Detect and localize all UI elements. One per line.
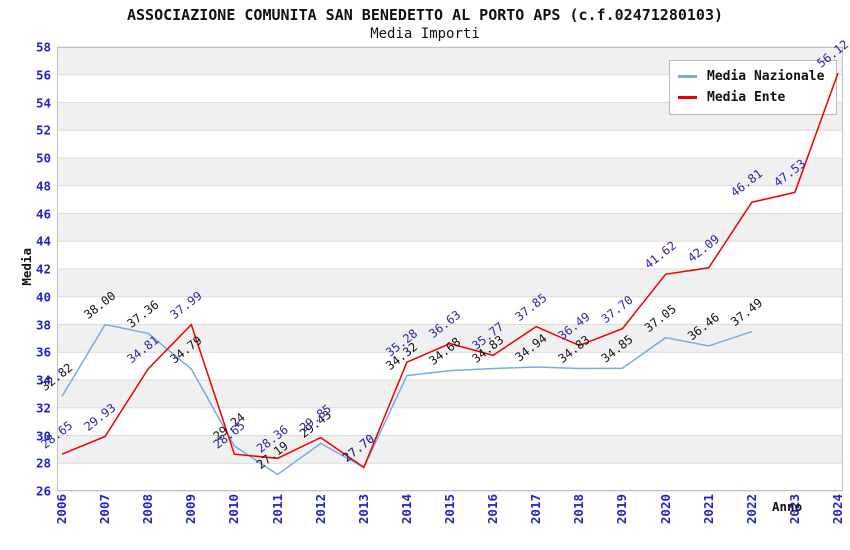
x-tick-2021: 2021 [700, 494, 716, 525]
x-tick-2011: 2011 [269, 494, 285, 525]
y-tick-38: 38 [35, 317, 51, 332]
y-tick-56: 56 [35, 67, 51, 83]
x-tick-2024: 2024 [830, 494, 845, 525]
grid-band [57, 269, 843, 297]
y-tick-50: 50 [35, 150, 51, 166]
y-tick-36: 36 [35, 344, 51, 360]
x-axis-title: Anno [772, 499, 803, 514]
ente-line-swatch-icon [678, 96, 697, 99]
y-tick-28: 28 [35, 455, 51, 471]
x-tick-2016: 2016 [485, 494, 501, 525]
legend-item-media-ente: Media Ente [678, 87, 824, 108]
x-tick-2017: 2017 [528, 494, 544, 525]
x-tick-2018: 2018 [571, 494, 587, 525]
x-tick-2012: 2012 [312, 494, 328, 525]
x-tick-2010: 2010 [226, 494, 242, 525]
y-tick-40: 40 [35, 289, 51, 305]
x-tick-2022: 2022 [743, 494, 759, 525]
x-tick-2007: 2007 [97, 494, 113, 525]
x-tick-2006: 2006 [54, 494, 69, 525]
y-tick-32: 32 [35, 400, 51, 416]
y-tick-48: 48 [35, 178, 51, 194]
chart-title: ASSOCIAZIONE COMUNITA SAN BENEDETTO AL P… [126, 6, 724, 24]
y-tick-26: 26 [35, 483, 51, 499]
legend-label: Media Nazionale [707, 69, 825, 84]
legend: Media Nazionale Media Ente [669, 60, 838, 115]
x-tick-2014: 2014 [398, 494, 414, 525]
x-tick-2008: 2008 [140, 494, 156, 525]
x-tick-2013: 2013 [355, 494, 371, 525]
legend-item-media-nazionale: Media Nazionale [678, 66, 824, 87]
y-tick-34: 34 [35, 372, 51, 388]
grid-band [57, 435, 843, 464]
y-tick-52: 52 [35, 122, 51, 138]
grid-band [57, 380, 843, 408]
y-tick-30: 30 [35, 428, 51, 443]
nazionale-line-swatch-icon [678, 75, 697, 78]
y-axis-title: Media [19, 248, 34, 286]
x-tick-2019: 2019 [614, 494, 630, 525]
x-tick-2020: 2020 [657, 494, 673, 525]
grid-band [57, 158, 843, 186]
y-tick-46: 46 [35, 206, 51, 221]
legend-label: Media Ente [707, 90, 786, 105]
y-tick-58: 58 [35, 39, 51, 55]
x-tick-2009: 2009 [183, 494, 199, 525]
grid-band [57, 213, 843, 242]
grid-band [57, 324, 843, 353]
x-tick-2015: 2015 [442, 494, 457, 525]
plot-border [57, 47, 843, 491]
y-tick-44: 44 [35, 233, 51, 249]
chart-subtitle: Media Importi [370, 26, 480, 42]
y-tick-42: 42 [35, 261, 51, 277]
y-tick-54: 54 [35, 95, 51, 110]
